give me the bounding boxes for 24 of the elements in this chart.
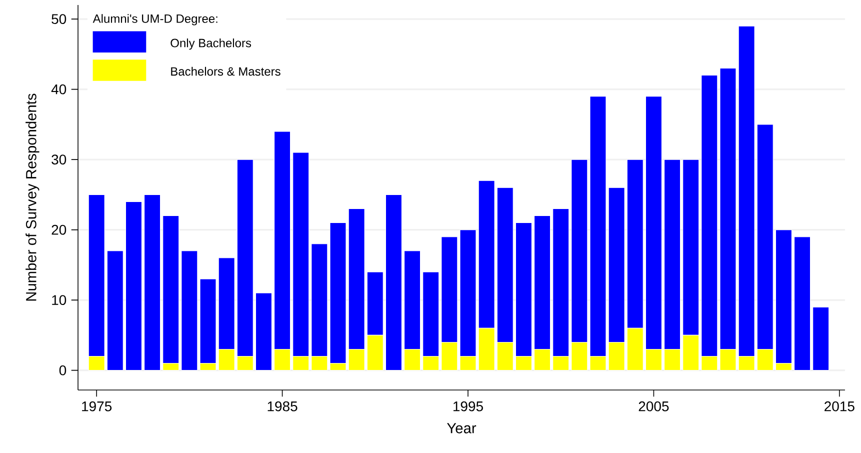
y-axis-title: Number of Survey Respondents [26,94,40,301]
y-tick-label: 20 [52,224,66,235]
bar [794,236,811,371]
y-tick-label: 0 [59,365,66,376]
y-tick-label: 40 [51,84,66,94]
x-tick-label: 1995 [453,401,483,412]
bar [812,306,830,371]
y-tick-label: 30 [52,154,66,165]
bar [125,201,142,371]
y-tick-label: 50 [52,14,66,24]
bar [144,194,161,371]
legend-label: Bachelors & Masters [171,66,280,76]
bar [385,194,402,371]
x-tick-label: 1975 [82,401,112,412]
x-axis-title: Year [447,423,476,434]
bar [181,250,198,371]
legend-title: Alumni's UM-D Degree: [92,14,218,26]
legend-label: Only Bachelors [170,38,252,50]
x-tick-label: 1985 [268,401,298,412]
x-tick-label: 2015 [824,401,854,412]
bar [255,292,272,371]
y-tick-label: 10 [52,295,66,306]
bar [106,250,124,371]
x-tick-label: 2005 [638,401,669,412]
